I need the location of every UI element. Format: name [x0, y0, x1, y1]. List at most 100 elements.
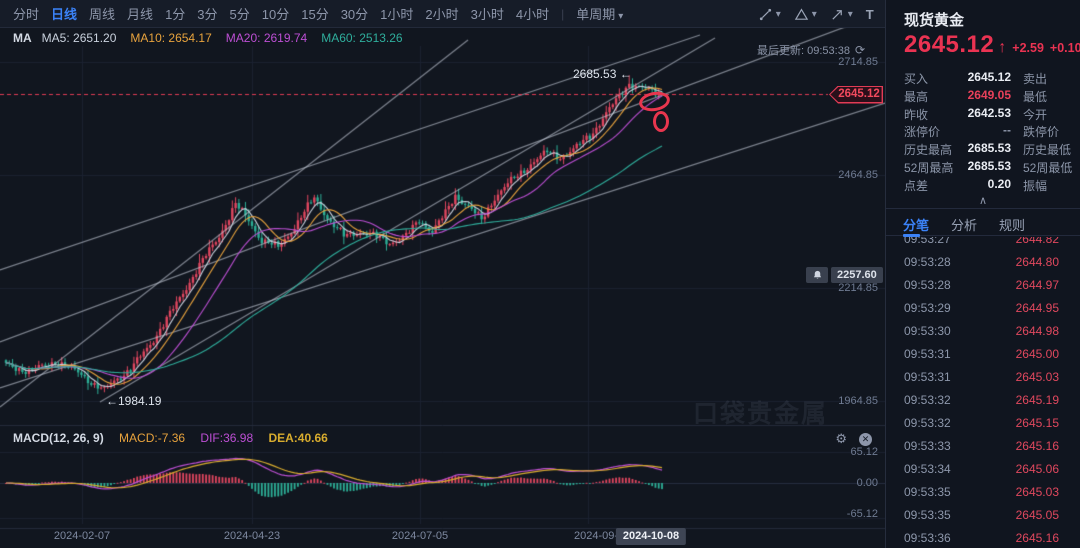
quote-row: 最高 2649.05 最低: [886, 88, 1080, 104]
tick-price: 2645.06: [1015, 462, 1059, 476]
price-alert-tag[interactable]: 2257.60: [806, 266, 883, 283]
period-tab-分时[interactable]: 分时: [13, 7, 40, 22]
tick-time: 09:53:31: [904, 347, 951, 361]
main-chart[interactable]: [0, 0, 885, 548]
text-tool-icon[interactable]: T: [865, 6, 874, 22]
quote-row: 昨收 2642.53 今开: [886, 106, 1080, 122]
dif-value: DIF:36.98: [200, 431, 254, 445]
close-icon[interactable]: ✕: [859, 432, 872, 446]
low-price-label: ←1984.19: [106, 394, 162, 408]
period-tab-2小时[interactable]: 2小时: [425, 7, 459, 22]
quote-row: 历史最高 2685.53 历史最低: [886, 141, 1080, 157]
last-price: 2645.12: [904, 31, 995, 58]
tick-time: 09:53:33: [904, 439, 951, 453]
tick-price: 2644.80: [1015, 255, 1059, 269]
quote-label: 52周最低: [1023, 161, 1073, 175]
tick-price: 2644.82: [1015, 237, 1059, 246]
tick-time: 09:53:28: [904, 278, 951, 292]
time-axis-label: 2024-09-: [573, 530, 619, 542]
line-tool-icon[interactable]: ▾: [758, 7, 781, 22]
price-axis-label: 2214.85: [838, 282, 878, 294]
ellipse-annotation[interactable]: [653, 111, 669, 132]
price-axis-label: 2714.85: [838, 56, 878, 68]
tick-row: 09:53:29 2644.95: [886, 297, 1080, 320]
dea-value: DEA:40.66: [268, 431, 328, 445]
tick-row: 09:53:32 2645.15: [886, 412, 1080, 435]
quote-label: 跌停价: [1023, 125, 1060, 140]
quote-label: 今开: [1023, 107, 1048, 122]
period-tab-1小时[interactable]: 1小时: [380, 7, 414, 22]
ma-values: MA5: 2651.20 MA10: 2654.17 MA20: 2619.74 MA…: [42, 31, 417, 45]
quote-label: 最高: [904, 89, 929, 104]
price-change: +2.59: [1012, 41, 1044, 55]
period-tab-3分[interactable]: 3分: [197, 7, 218, 22]
single-period-dropdown[interactable]: 单周期 ▾: [576, 7, 624, 22]
tick-price: 2645.00: [1015, 347, 1059, 361]
period-toolbar: 分时 日线 周线 月线 1分 3分 5分 10分 15分 30分 1小时 2小时 3小时 4小时 | 单周…: [0, 0, 885, 28]
tick-price: 2645.03: [1015, 485, 1059, 499]
watermark: 口袋贵金属: [693, 400, 829, 428]
tab-分析[interactable]: 分析: [951, 218, 978, 233]
price-axis-label: 2464.85: [838, 169, 878, 181]
quote-value: 2685.53: [967, 141, 1011, 156]
tick-price: 2645.19: [1015, 393, 1059, 407]
gear-icon[interactable]: ⚙: [835, 431, 847, 446]
tick-price: 2645.15: [1015, 416, 1059, 430]
macd-header: MACD(12, 26, 9) MACD:-7.36 DIF:36.98 DEA…: [13, 431, 340, 445]
period-list: 分时 日线 周线 月线 1分 3分 5分 10分 15分 30分 1小时 2小时 3小时 4小时: [13, 4, 561, 23]
quote-label: 振幅: [1023, 178, 1048, 193]
tick-row: 09:53:27 2644.82: [886, 237, 1080, 251]
tick-price: 2645.03: [1015, 370, 1059, 384]
tick-time: 09:53:32: [904, 416, 951, 430]
period-tab-日线[interactable]: 日线: [51, 7, 78, 22]
current-price-tag: 2645.12: [829, 85, 883, 104]
period-tab-4小时[interactable]: 4小时: [515, 7, 550, 22]
quote-label: 昨收: [904, 107, 929, 122]
refresh-icon[interactable]: ⟳: [854, 43, 865, 57]
tick-time: 09:53:28: [904, 255, 951, 269]
tab-规则[interactable]: 规则: [999, 218, 1026, 233]
last-update-text: 最后更新: 09:53:38: [757, 45, 850, 57]
tick-price: 2645.16: [1015, 531, 1059, 545]
quote-label: 卖出: [1023, 72, 1048, 86]
tab-分笔[interactable]: 分笔: [903, 218, 930, 233]
arrow-tool-icon[interactable]: ▾: [830, 7, 853, 22]
quote-value: --: [1003, 123, 1011, 138]
period-tab-周线[interactable]: 周线: [89, 7, 116, 22]
chevron-down-icon: ▾: [618, 11, 624, 22]
shape-tool-icon[interactable]: ▾: [794, 7, 817, 22]
tick-time: 09:53:27: [904, 237, 951, 246]
macd-title: MACD(12, 26, 9): [13, 431, 104, 445]
tick-row: 09:53:34 2645.06: [886, 458, 1080, 481]
tick-row: 09:53:32 2645.19: [886, 389, 1080, 412]
tick-time: 09:53:30: [904, 324, 951, 338]
bell-icon: [806, 266, 828, 283]
period-tab-30分[interactable]: 30分: [340, 7, 369, 22]
period-tab-15分[interactable]: 15分: [301, 7, 329, 22]
ma-value-MA10: MA10: 2654.17: [130, 31, 212, 45]
quote-value: 2645.12: [967, 70, 1011, 84]
time-axis-label: 2024-07-05: [391, 530, 449, 542]
quote-value: 2685.53: [967, 159, 1011, 173]
period-tab-月线[interactable]: 月线: [127, 7, 154, 22]
last-update-row: 最后更新: 09:53:38 ⟳: [757, 42, 865, 58]
collapse-panel-icon[interactable]: ∧: [978, 195, 988, 207]
tick-price: 2644.97: [1015, 278, 1059, 292]
period-tab-10分[interactable]: 10分: [261, 7, 290, 22]
tick-list[interactable]: 09:53:27 2644.82 09:53:28 2644.80 09:53:28 26…: [886, 237, 1080, 548]
tick-time: 09:53:32: [904, 393, 951, 407]
period-tab-1分[interactable]: 1分: [165, 7, 186, 22]
alert-price: 2257.60: [831, 266, 883, 283]
quote-panel: 现货黄金 2645.12↑+2.59+0.10% 买入2645.12卖出最高26…: [885, 0, 1080, 548]
tick-price: 2644.95: [1015, 301, 1059, 315]
tick-row: 09:53:35 2645.05: [886, 504, 1080, 527]
tick-time: 09:53:31: [904, 370, 951, 384]
period-tab-5分[interactable]: 5分: [229, 7, 250, 22]
tick-row: 09:53:33 2645.16: [886, 435, 1080, 458]
high-price-label: 2685.53 ←: [573, 67, 632, 81]
period-tab-3小时[interactable]: 3小时: [470, 7, 504, 22]
quote-row: 52周最高 2685.53 52周最低: [886, 159, 1080, 175]
symbol-title: 现货黄金: [904, 12, 965, 29]
quote-row: 涨停价 -- 跌停价: [886, 123, 1080, 139]
chevron-down-icon: ▾: [775, 8, 781, 20]
